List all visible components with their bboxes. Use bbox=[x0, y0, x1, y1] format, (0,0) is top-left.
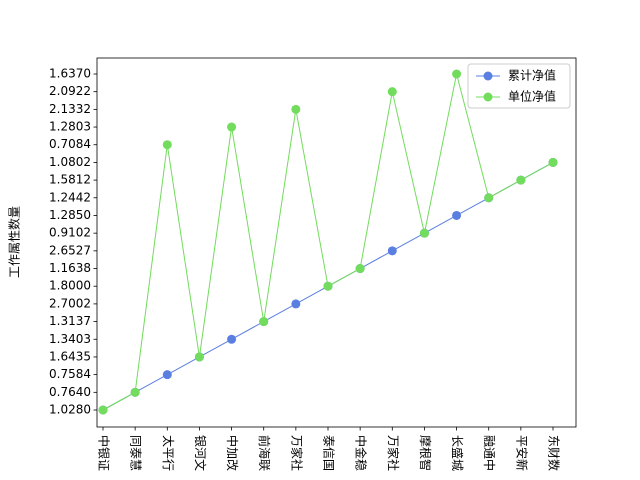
series-marker bbox=[291, 104, 301, 114]
series-marker bbox=[162, 140, 172, 150]
series-marker bbox=[548, 157, 558, 167]
series-marker bbox=[130, 387, 140, 397]
x-tick-label: 银河文 bbox=[193, 435, 208, 471]
x-tick-label: 中银证 bbox=[97, 435, 112, 471]
y-tick-label: 0.7640 bbox=[49, 385, 91, 399]
series-marker bbox=[516, 175, 526, 185]
x-tick-label: 摩根智 bbox=[418, 435, 433, 471]
y-tick-label: 1.6435 bbox=[49, 349, 91, 363]
axes-frame bbox=[96, 57, 577, 428]
x-tick-label: 万家社 bbox=[386, 435, 401, 471]
y-tick-label: 0.9102 bbox=[49, 226, 91, 240]
y-tick-label: 1.3403 bbox=[49, 332, 91, 346]
y-tick-label: 1.8000 bbox=[49, 279, 91, 293]
series-marker bbox=[162, 370, 172, 380]
series-marker bbox=[355, 264, 365, 274]
x-tick-label: 中加改 bbox=[225, 435, 240, 471]
y-tick-label: 1.2442 bbox=[49, 190, 91, 204]
y-tick-label: 1.6370 bbox=[49, 67, 91, 81]
x-tick-label: 东财数 bbox=[547, 435, 562, 471]
series-marker bbox=[227, 334, 237, 344]
series-marker bbox=[419, 228, 429, 238]
x-tick-label: 泰信国 bbox=[322, 435, 336, 471]
series-marker bbox=[484, 193, 494, 203]
series-marker bbox=[387, 246, 397, 256]
legend-label: 单位净值 bbox=[508, 89, 556, 104]
series-marker bbox=[452, 69, 462, 79]
y-tick-label: 2.0922 bbox=[49, 84, 91, 98]
x-tick-label: 平安新 bbox=[514, 435, 529, 471]
series-marker bbox=[98, 405, 108, 415]
series-marker bbox=[387, 87, 397, 97]
x-tick-label: 融通中 bbox=[482, 435, 497, 471]
y-tick-label: 0.7084 bbox=[49, 137, 91, 151]
y-tick-label: 1.5812 bbox=[49, 173, 91, 187]
y-tick-label: 1.0280 bbox=[49, 403, 91, 417]
y-tick-label: 1.3137 bbox=[49, 314, 91, 328]
y-tick-label: 1.0802 bbox=[49, 155, 91, 169]
y-tick-label: 1.1638 bbox=[49, 261, 91, 275]
y-tick-label: 2.7002 bbox=[49, 296, 91, 310]
y-tick-label: 2.1332 bbox=[49, 102, 91, 116]
y-tick-label: 2.6527 bbox=[49, 243, 91, 257]
x-tick-label: 中金稳 bbox=[354, 435, 369, 471]
x-tick-label: 同泰慧 bbox=[129, 435, 144, 471]
x-tick-label: 太平行 bbox=[161, 435, 176, 471]
y-axis-label: 工作属性数量 bbox=[7, 206, 22, 278]
series-marker bbox=[323, 281, 333, 291]
series-marker bbox=[452, 210, 462, 220]
y-tick-label: 1.2803 bbox=[49, 120, 91, 134]
series-marker bbox=[194, 352, 204, 362]
series-marker bbox=[291, 299, 301, 309]
series-marker bbox=[259, 317, 269, 327]
x-tick-label: 万家社 bbox=[289, 435, 304, 471]
legend-marker bbox=[483, 92, 493, 102]
series-marker bbox=[227, 122, 237, 132]
y-tick-label: 1.2850 bbox=[49, 208, 91, 222]
x-tick-label: 前海联 bbox=[257, 435, 272, 471]
legend-label: 累计净值 bbox=[508, 68, 556, 83]
y-tick-label: 0.7584 bbox=[49, 367, 91, 381]
legend-marker bbox=[483, 71, 493, 81]
x-tick-label: 长盛城 bbox=[450, 435, 465, 471]
